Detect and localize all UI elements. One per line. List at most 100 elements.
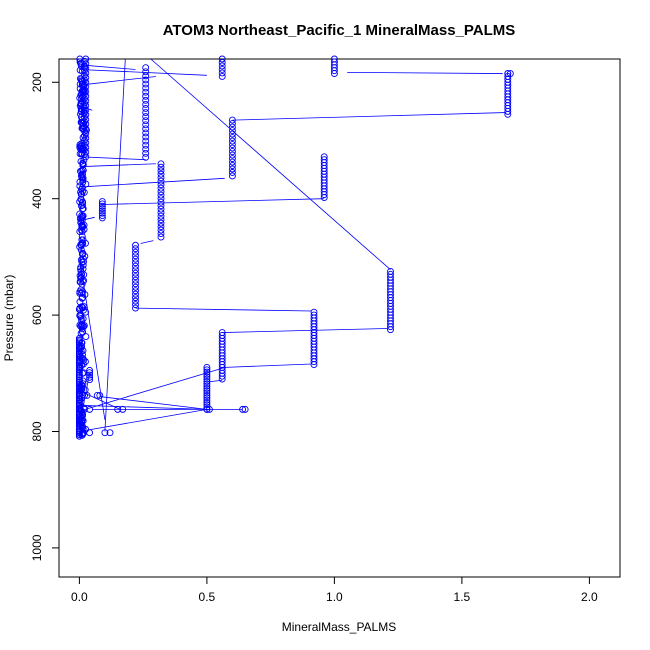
data-point [228,155,236,162]
data-point [101,429,109,437]
data-point [82,333,90,341]
data-point [75,418,83,426]
data-point [98,209,106,217]
data-point [77,274,85,282]
data-point [142,80,150,88]
x-axis-label: MineralMass_PALMS [282,620,396,634]
data-point [157,160,165,168]
plot-frame [58,58,621,578]
data-point [157,219,165,227]
data-point [142,149,150,157]
data-point [157,177,165,185]
data-point [203,387,211,395]
data-point [132,241,139,249]
data-point [203,396,211,404]
x-tick-label: 0.0 [71,590,88,604]
data-point [132,255,139,263]
series-line-segment [232,112,506,121]
data-point [142,145,150,153]
data-point [86,373,94,381]
series-line-segment [104,58,126,432]
data-point [132,269,139,277]
data-point [75,401,83,409]
data-point [79,205,86,213]
data-point [82,153,90,161]
data-point [98,212,106,220]
data-point [504,110,512,118]
x-tick-label: 1.0 [326,590,343,604]
data-point [79,429,87,437]
data-point [218,375,226,383]
data-point [203,366,211,374]
data-point [157,202,165,210]
y-axis-label: Pressure (mbar) [2,275,16,362]
data-point [132,248,139,256]
data-point [157,198,165,206]
data-point [239,405,247,413]
data-point [142,100,150,108]
data-point [75,334,83,342]
data-point [79,125,87,133]
data-point [142,137,150,145]
x-tick-label: 0.5 [199,590,216,604]
data-point [75,378,83,386]
data-point [142,109,150,116]
data-point [203,389,211,397]
data-point [157,195,165,203]
data-point [504,107,512,115]
data-point [228,130,236,138]
data-point [77,311,85,319]
series-line-segment [102,198,325,205]
series-line-segment [79,408,207,432]
data-point [79,166,87,173]
data-point [320,191,328,199]
data-point [75,413,83,421]
data-point [79,304,87,312]
data-point [75,422,83,430]
data-point [75,341,83,349]
data-point [79,328,86,336]
data-point [76,321,84,329]
data-point [132,280,139,288]
y-tick-label: 800 [30,421,44,441]
data-point [218,372,226,380]
data-point [157,230,165,238]
data-point [157,233,165,241]
data-point [228,165,236,173]
data-point [142,117,150,125]
data-point [132,283,139,291]
data-point [203,375,211,383]
data-point [75,390,83,398]
data-point [75,357,83,365]
data-point [75,347,83,355]
data-point [77,278,85,286]
data-point [75,343,83,351]
data-point [98,200,106,208]
data-point [132,290,139,298]
data-point [75,385,83,393]
data-point [203,377,211,385]
data-point [132,294,139,302]
data-point [98,214,106,222]
data-point [203,373,211,381]
data-point [228,162,236,169]
data-point [157,205,165,213]
data-point [228,151,236,159]
data-point [142,92,150,100]
data-point [218,73,226,80]
data-point [228,148,236,155]
data-point [157,174,165,182]
data-point [142,84,150,92]
data-point [75,406,83,414]
data-point [78,274,85,281]
data-point [228,172,236,180]
data-point [228,120,236,128]
series-line-segment [347,71,503,74]
x-axis: 0.0 0.5 1.0 1.5 2.0 [71,577,598,604]
data-point [157,212,165,220]
series-line-segment [135,307,312,312]
series-line-segment [79,367,225,412]
data-point [75,340,83,348]
data-point [86,366,94,374]
data-point [142,64,150,72]
